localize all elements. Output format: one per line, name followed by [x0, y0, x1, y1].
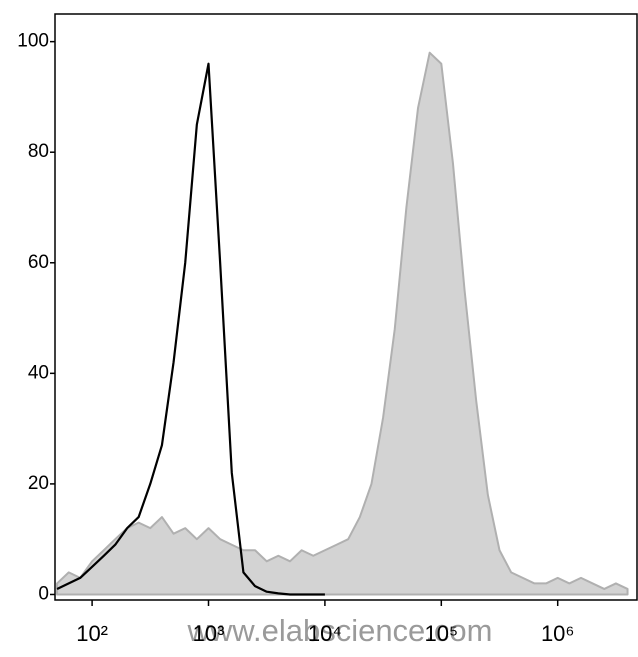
x-tick-label: 10⁴: [308, 621, 342, 646]
watermark: www.elabscience.com: [187, 613, 493, 648]
y-tick-label: 40: [28, 362, 49, 383]
x-tick-label: 10²: [76, 621, 108, 646]
y-tick-label: 80: [28, 141, 49, 162]
y-tick-label: 60: [28, 252, 49, 273]
histogram-line: [56, 62, 325, 596]
y-tick-label: 100: [17, 31, 49, 52]
histogram-area: [56, 51, 629, 596]
plot-frame: [54, 13, 638, 601]
x-tick-label: 10³: [193, 621, 225, 646]
x-tick-label: 10⁵: [425, 621, 459, 646]
x-tick-label: 10⁶: [541, 621, 575, 646]
y-tick-label: 0: [38, 583, 49, 604]
y-tick-label: 20: [28, 473, 49, 494]
